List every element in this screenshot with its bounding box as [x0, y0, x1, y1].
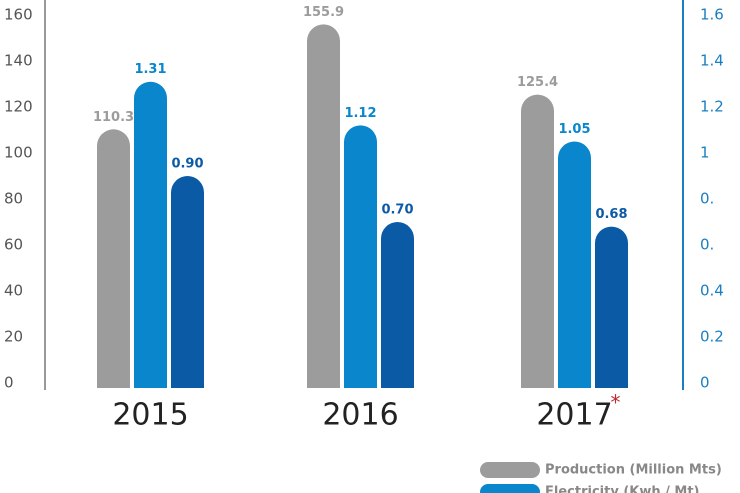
x-tick-label: 2015 [112, 398, 188, 433]
y2-tick-label: 0. [700, 236, 714, 254]
y2-tick-label: 0.2 [700, 328, 724, 346]
legend-label: Production (Million Mts) [545, 463, 722, 478]
value-label: 0.68 [595, 207, 627, 222]
legend-swatch [480, 462, 540, 478]
bar [381, 222, 414, 388]
y-tick-label: 120 [4, 98, 33, 116]
value-label: 0.70 [381, 203, 413, 218]
bar [171, 176, 204, 388]
x-tick-label: 2017 [536, 398, 612, 433]
value-label: 1.31 [134, 62, 166, 77]
bar [521, 94, 554, 388]
y2-tick-label: 0 [700, 374, 710, 392]
annotation: * [611, 391, 621, 415]
y-tick-label: 20 [4, 328, 23, 346]
x-tick-label: 2016 [322, 398, 398, 433]
value-label: 0.90 [171, 157, 203, 172]
bar [344, 125, 377, 388]
y-tick-label: 160 [4, 6, 33, 24]
y2-tick-label: 0. [700, 190, 714, 208]
y2-tick-label: 0.4 [700, 282, 724, 300]
bar [558, 141, 591, 388]
y2-tick-label: 1 [700, 144, 710, 162]
bar [97, 129, 130, 388]
value-label: 1.12 [344, 106, 376, 121]
y-tick-label: 0 [4, 374, 14, 392]
y2-tick-label: 1.2 [700, 98, 724, 116]
bar [595, 226, 628, 388]
y2-tick-label: 1.4 [700, 52, 724, 70]
bar [307, 24, 340, 389]
y-tick-label: 40 [4, 282, 23, 300]
y-tick-label: 80 [4, 190, 23, 208]
y-tick-label: 140 [4, 52, 33, 70]
value-label: 110.3 [93, 110, 134, 125]
legend-swatch [480, 484, 540, 493]
legend-label: Electricity (Kwh / Mt) [545, 485, 700, 493]
value-label: 1.05 [558, 122, 590, 137]
value-label: 125.4 [517, 75, 558, 90]
value-label: 155.9 [303, 5, 344, 20]
bar [134, 81, 167, 388]
y-tick-label: 60 [4, 236, 23, 254]
y2-tick-label: 1.6 [700, 6, 724, 24]
y-tick-label: 100 [4, 144, 33, 162]
